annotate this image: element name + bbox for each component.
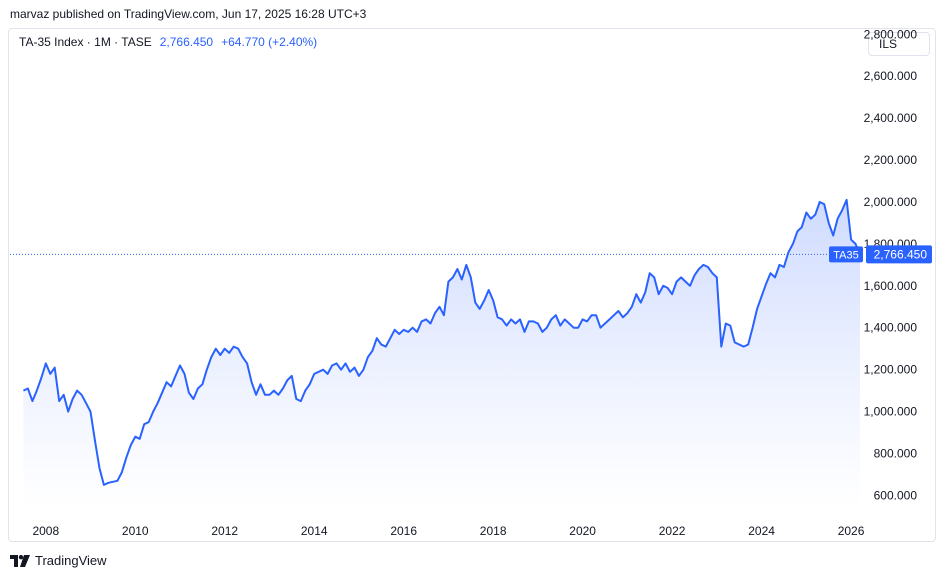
price-line (22, 198, 861, 486)
last-price-label (866, 245, 932, 264)
y-tick-label: 2,600.000 (864, 69, 918, 83)
y-tick-label: 2,400.000 (864, 111, 918, 125)
last-price-value: 2,766.450 (874, 247, 928, 261)
x-tick-label: 2012 (211, 524, 238, 538)
x-tick-label: 2010 (122, 524, 149, 538)
currency-button[interactable]: ILS (868, 32, 930, 56)
y-tick-label: 1,600.000 (864, 279, 918, 293)
y-tick-label: 1,400.000 (864, 321, 918, 335)
x-tick-label: 2024 (748, 524, 775, 538)
ticker-tag (829, 246, 863, 263)
x-tick-label: 2014 (301, 524, 328, 538)
y-tick-label: 2,800.000 (864, 27, 918, 41)
y-tick-label: 2,200.000 (864, 153, 918, 167)
legend-change: +64.770 (+2.40%) (221, 35, 318, 49)
legend-value: 2,766.450 (159, 35, 214, 49)
y-tick-label: 2,000.000 (864, 195, 918, 209)
footer-brand[interactable]: TradingView (10, 553, 107, 568)
x-tick-label: 2026 (838, 524, 865, 538)
tradingview-logo-icon (10, 554, 30, 567)
x-tick-label: 2018 (480, 524, 507, 538)
x-tick-label: 2008 (32, 524, 59, 538)
chart-frame[interactable] (8, 28, 936, 542)
area-fill (23, 199, 860, 508)
footer-brand-label: TradingView (35, 553, 107, 568)
y-tick-label: 800.000 (874, 447, 918, 461)
y-tick-label: 1,000.000 (864, 405, 918, 419)
ticker-tag-label: TA35 (833, 249, 858, 261)
y-tick-label: 1,200.000 (864, 363, 918, 377)
legend-symbol[interactable]: TA-35 Index · 1M · TASE (19, 35, 152, 49)
y-axis[interactable]: 600.000 800.000 1,000.000 1,200.000 1,400.00… (864, 27, 918, 502)
y-tick-label: 600.000 (874, 488, 918, 502)
x-tick-label: 2016 (390, 524, 417, 538)
x-tick-label: 2020 (569, 524, 596, 538)
publisher-caption: marvaz published on TradingView.com, Jun… (10, 7, 367, 21)
x-tick-label: 2022 (659, 524, 686, 538)
x-axis[interactable]: 2008 2010 2012 2014 2016 2018 2020 2022 2024 2026 (32, 524, 864, 538)
chart-legend: TA-35 Index · 1M · TASE 2,766.450 +64.77… (19, 35, 317, 49)
